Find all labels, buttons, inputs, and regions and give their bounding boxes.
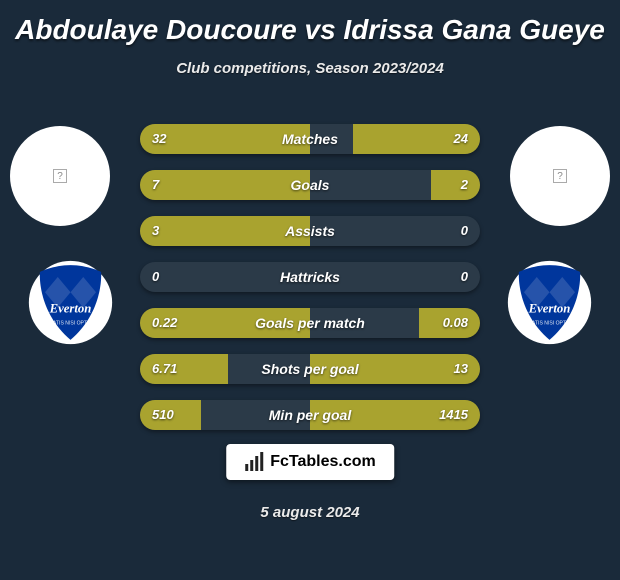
stat-row: Shots per goal6.71 13 [140,354,480,384]
svg-text:Everton: Everton [528,302,571,316]
club-badge-left: Everton NIL SATIS NISI OPTIMUM [28,260,113,345]
footer-brand-text: FcTables.com [270,453,376,471]
page-subtitle: Club competitions, Season 2023/2024 [0,60,620,77]
footer-brand-badge: FcTables.com [226,444,394,480]
svg-text:NIL SATIS NISI OPTIMUM: NIL SATIS NISI OPTIMUM [519,321,579,327]
player-photo-left: ? [10,126,110,226]
stat-value-right: 0 [461,262,468,292]
svg-text:NIL SATIS NISI OPTIMUM: NIL SATIS NISI OPTIMUM [40,321,100,327]
stat-row: Goals per match0.22 0.08 [140,308,480,338]
brand-chart-icon [244,452,264,472]
club-badge-right: Everton NIL SATIS NISI OPTIMUM [507,260,592,345]
image-placeholder-icon: ? [553,169,567,183]
stat-value-left: 3 [152,216,159,246]
stat-value-left: 510 [152,400,174,430]
stat-row: Assists3 0 [140,216,480,246]
stat-label: Min per goal [140,400,480,430]
stat-value-left: 0.22 [152,308,177,338]
comparison-card: Abdoulaye Doucoure vs Idrissa Gana Gueye… [0,0,620,580]
stat-label: Goals [140,170,480,200]
stat-label: Assists [140,216,480,246]
stat-value-left: 7 [152,170,159,200]
stat-value-right: 2 [461,170,468,200]
stat-value-right: 0.08 [443,308,468,338]
stat-value-left: 32 [152,124,166,154]
stat-row: Matches32 24 [140,124,480,154]
page-title: Abdoulaye Doucoure vs Idrissa Gana Gueye [0,0,620,46]
image-placeholder-icon: ? [53,169,67,183]
stat-value-right: 1415 [439,400,468,430]
stat-value-right: 13 [454,354,468,384]
stat-row: Min per goal510 1415 [140,400,480,430]
stat-label: Hattricks [140,262,480,292]
stat-label: Shots per goal [140,354,480,384]
stat-row: Goals7 2 [140,170,480,200]
stat-row: Hattricks0 0 [140,262,480,292]
stat-label: Matches [140,124,480,154]
stat-value-left: 0 [152,262,159,292]
stat-value-left: 6.71 [152,354,177,384]
stat-value-right: 0 [461,216,468,246]
stat-label: Goals per match [140,308,480,338]
svg-text:Everton: Everton [49,302,92,316]
stats-container: Matches3224Goals72Assists30Hattricks00Go… [140,124,480,446]
footer-date: 5 august 2024 [0,504,620,521]
stat-value-right: 24 [454,124,468,154]
player-photo-right: ? [510,126,610,226]
